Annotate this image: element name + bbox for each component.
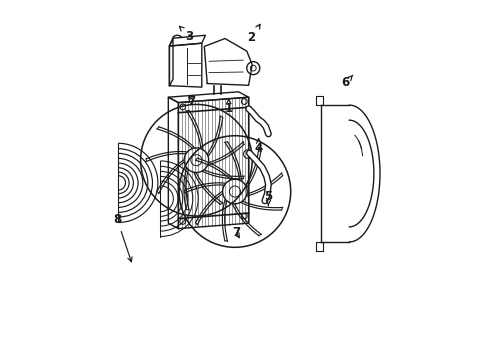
- Text: 8: 8: [113, 213, 132, 262]
- Text: 4: 4: [255, 139, 263, 155]
- Text: 6: 6: [342, 75, 353, 89]
- Text: 5: 5: [264, 190, 272, 206]
- Text: 7: 7: [232, 226, 240, 239]
- Text: 2: 2: [247, 24, 260, 44]
- Text: 7: 7: [188, 95, 196, 108]
- Text: 3: 3: [179, 26, 193, 42]
- Text: 1: 1: [225, 99, 233, 114]
